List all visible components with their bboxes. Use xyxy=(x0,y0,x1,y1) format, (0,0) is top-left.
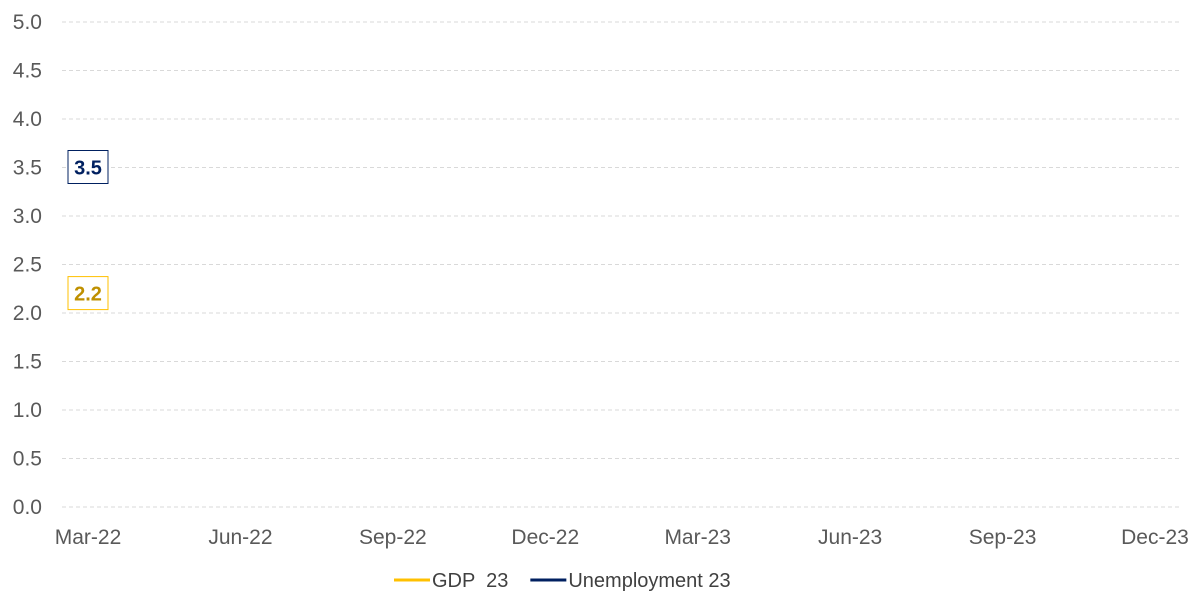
legend-label: Unemployment 23 xyxy=(568,570,730,592)
x-tick-label: Jun-22 xyxy=(208,526,272,549)
x-tick-label: Dec-23 xyxy=(1121,526,1189,549)
y-tick-label: 1.5 xyxy=(13,351,42,374)
y-tick-label: 0.0 xyxy=(13,496,42,519)
x-tick-label: Dec-22 xyxy=(511,526,579,549)
data-label-text: 2.2 xyxy=(74,284,102,306)
legend: GDP 23 Unemployment 23 xyxy=(394,570,731,592)
y-tick-label: 1.0 xyxy=(13,399,42,422)
legend-item: Unemployment 23 xyxy=(530,570,731,592)
data-label-box xyxy=(67,150,109,184)
y-axis-ticks: 0.0 0.5 1.0 1.5 2.0 2.5 3.0 3.5 4.0 4.5 5.0 xyxy=(13,11,42,519)
y-tick-label: 2.0 xyxy=(13,302,42,325)
y-tick-label: 4.0 xyxy=(13,108,42,131)
y-tick-label: 3.5 xyxy=(13,157,42,180)
data-label-text: 3.5 xyxy=(74,158,102,180)
data-labels: 2.2 3.5 xyxy=(67,150,109,311)
legend-item: GDP 23 xyxy=(394,570,508,592)
legend-label: GDP 23 xyxy=(432,570,508,592)
x-axis-ticks: Mar-22 Jun-22 Sep-22 Dec-22 Mar-23 Jun-23 Sep-… xyxy=(55,526,1189,549)
x-tick-label: Sep-22 xyxy=(359,526,427,549)
data-label: 2.2 xyxy=(67,276,109,311)
y-tick-label: 0.5 xyxy=(13,448,42,471)
x-tick-label: Jun-23 xyxy=(818,526,882,549)
gridlines xyxy=(62,21,1182,508)
x-tick-label: Mar-22 xyxy=(55,526,122,549)
y-tick-label: 5.0 xyxy=(13,11,42,34)
x-tick-label: Mar-23 xyxy=(664,526,731,549)
x-tick-label: Sep-23 xyxy=(969,526,1037,549)
data-label-box xyxy=(67,276,109,311)
y-tick-label: 4.5 xyxy=(13,60,42,83)
y-tick-label: 3.0 xyxy=(13,205,42,228)
data-label: 3.5 xyxy=(67,150,109,184)
y-tick-label: 2.5 xyxy=(13,254,42,277)
